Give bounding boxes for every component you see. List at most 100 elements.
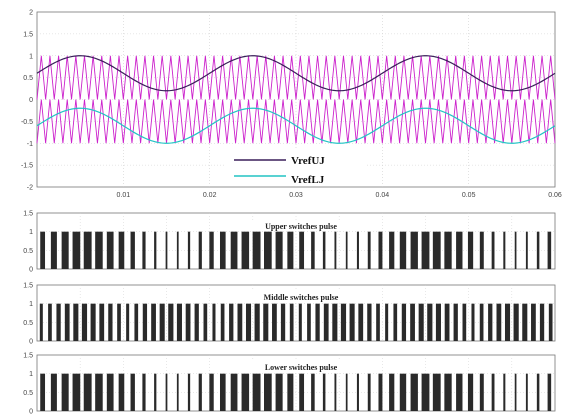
pulse-bar <box>322 231 326 269</box>
middle-y-tick-labels: 1.5 1 0.5 0 <box>23 283 33 346</box>
reference-carrier-plot: 21.510.50-0.5-1-1.5-2 0.01 0.02 0.03 0.04 0.… <box>21 10 562 200</box>
pulse-bar <box>340 303 347 341</box>
y-tick-label: -2 <box>27 185 33 192</box>
x-tick-label: 0.04 <box>376 192 390 199</box>
upper-pulses <box>40 231 552 269</box>
pulse-bar <box>64 303 70 341</box>
y-tick-label: 1 <box>29 53 33 60</box>
pulse-bar <box>389 373 395 411</box>
legend: VrefUJ VrefLJ <box>226 148 366 186</box>
pulse-bar <box>219 373 226 411</box>
pulse-bar <box>311 373 315 411</box>
pulse-bar <box>531 303 536 341</box>
pulse-bar <box>275 373 283 411</box>
pulse-bar <box>237 303 243 341</box>
y-tick-label: -1.5 <box>21 163 33 170</box>
pulse-bar <box>421 231 430 269</box>
y-tick-label: 0.5 <box>23 75 33 82</box>
x-tick-label: 0.03 <box>289 192 303 199</box>
pulse-bar <box>525 373 528 411</box>
upper-title-bg <box>236 220 366 231</box>
pulse-bar <box>176 303 182 341</box>
pulse-bar <box>444 373 452 411</box>
pulse-bar <box>264 231 272 269</box>
pulse-bar <box>367 373 371 411</box>
legend-box <box>226 148 366 185</box>
pulse-bar <box>287 373 294 411</box>
pulse-bar <box>280 303 286 341</box>
pulse-bar <box>536 373 540 411</box>
pulse-bar <box>203 303 208 341</box>
pulse-bar <box>332 303 338 341</box>
pulse-bar <box>134 303 139 341</box>
pulse-bar <box>72 373 81 411</box>
lower-title-bg <box>236 361 366 372</box>
pulse-bar <box>50 231 57 269</box>
pulse-bar <box>95 231 103 269</box>
pulse-bar <box>229 303 234 341</box>
pulse-bar <box>462 303 467 341</box>
pulse-bar <box>514 231 517 269</box>
middle-pulses <box>39 303 553 341</box>
pulse-bar <box>467 373 474 411</box>
middle-title-bg <box>236 291 366 302</box>
pulse-bar <box>547 373 552 411</box>
pulse-bar <box>435 303 441 341</box>
y-tick-label: 2 <box>29 10 33 17</box>
pulse-y-tick-label: 0 <box>29 409 33 415</box>
pulse-bar <box>73 303 79 341</box>
upper-plot-title: Upper switches pulse <box>265 222 337 231</box>
pulse-bar <box>315 303 320 341</box>
pulse-bar <box>287 231 294 269</box>
pulse-bar <box>61 231 69 269</box>
pulse-bar <box>376 303 380 341</box>
pulse-y-tick-label: 0 <box>29 267 33 274</box>
pulse-bar <box>117 303 121 341</box>
pulse-bar <box>491 373 495 411</box>
pulse-bar <box>367 303 372 341</box>
pulse-bar <box>108 303 113 341</box>
pulse-bar <box>83 373 92 411</box>
pulse-bar <box>471 303 475 341</box>
pulse-bar <box>479 303 484 341</box>
pulse-bar <box>40 231 46 269</box>
pulse-bar <box>378 373 383 411</box>
lower-y-tick-labels: 1.5 1 0.5 0 <box>23 353 33 415</box>
pulse-bar <box>272 303 277 341</box>
pulse-bar <box>356 373 359 411</box>
pulse-bar <box>410 373 418 411</box>
y-tick-label: -1 <box>27 141 33 148</box>
pulse-bar <box>299 373 305 411</box>
pulse-bar <box>522 303 528 341</box>
pulse-bar <box>307 303 311 341</box>
pulse-bar <box>212 303 216 341</box>
pulse-bar <box>289 303 294 341</box>
pulse-bar <box>142 231 146 269</box>
pulse-bar <box>399 231 407 269</box>
pulse-bar <box>83 231 92 269</box>
pulse-bar <box>61 373 69 411</box>
pulse-bar <box>496 303 502 341</box>
pulse-bar <box>399 373 407 411</box>
pulse-bar <box>479 231 484 269</box>
pulse-bar <box>165 373 168 411</box>
pulse-bar <box>194 303 199 341</box>
pulse-bar <box>513 303 519 341</box>
pulse-y-tick-label: 1 <box>29 301 33 308</box>
reference-series <box>36 55 556 144</box>
pulse-bar <box>539 303 545 341</box>
pulse-bar <box>142 373 146 411</box>
pulse-bar <box>198 373 202 411</box>
pulse-bar <box>230 231 238 269</box>
pulse-bar <box>118 231 125 269</box>
pulse-bar <box>385 303 389 341</box>
pulse-bar <box>432 231 441 269</box>
pulse-y-tick-label: 0.5 <box>23 248 33 255</box>
pulse-bar <box>39 303 43 341</box>
pulse-bar <box>40 373 46 411</box>
pulse-bar <box>444 231 452 269</box>
pulse-bar <box>488 303 493 341</box>
pulse-bar <box>219 231 226 269</box>
pulse-bar <box>349 303 355 341</box>
pulse-bar <box>401 303 407 341</box>
